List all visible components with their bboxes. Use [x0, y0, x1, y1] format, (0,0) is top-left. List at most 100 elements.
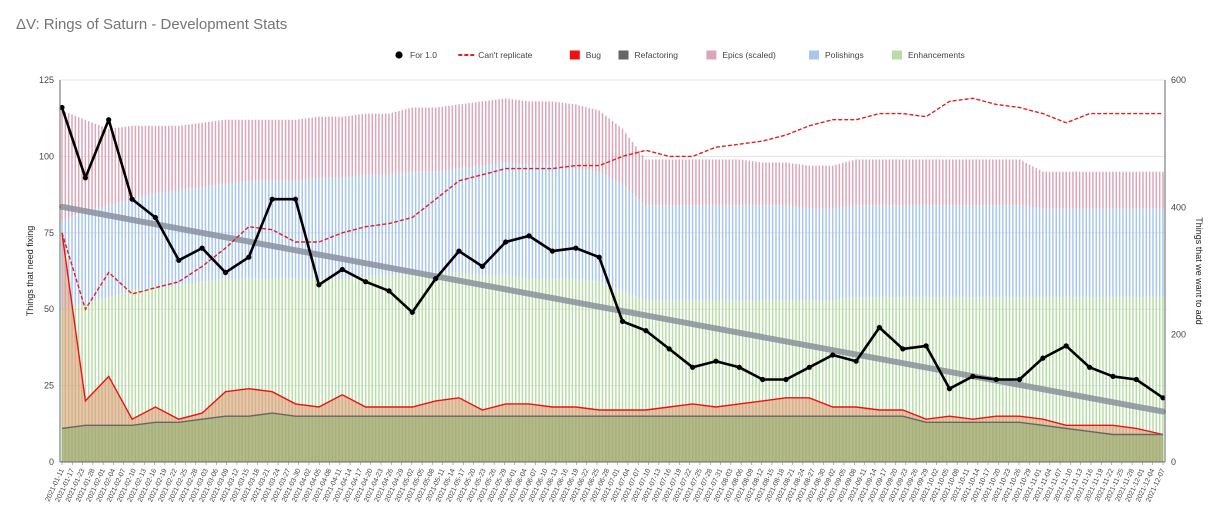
bar-segment-polishings: [768, 205, 771, 301]
bar-segment-enhancements: [611, 286, 614, 462]
bar-segment-enhancements: [134, 290, 137, 462]
bar-segment-epics: [421, 107, 424, 172]
bar-segment-epics: [204, 122, 207, 187]
bar-segment-polishings: [308, 179, 310, 279]
bar-segment-epics: [811, 165, 814, 209]
legend: For 1.0 Can't replicate Bug Refactoring Epic…: [395, 50, 965, 60]
bar-segment-polishings: [855, 205, 857, 297]
bar-segment-enhancements: [945, 296, 947, 462]
bar-segment-epics: [621, 128, 624, 184]
bar-segment-enhancements: [311, 278, 313, 462]
bar-segment-epics: [451, 105, 454, 170]
for-1-0-point: [176, 257, 182, 263]
bar-segment-epics: [831, 165, 834, 209]
bar-segment-enhancements: [511, 276, 514, 462]
bar-segment-enhancements: [401, 273, 404, 462]
bar-segment-epics: [288, 119, 290, 181]
bar-segment-polishings: [558, 166, 560, 279]
bar-segment-polishings: [635, 196, 637, 297]
bar-segment-enhancements: [284, 278, 287, 462]
bar-segment-epics: [384, 113, 387, 175]
bar-segment-polishings: [755, 205, 757, 301]
bar-segment-enhancements: [678, 300, 680, 462]
bar-segment-epics: [248, 119, 250, 181]
bar-segment-polishings: [117, 202, 120, 295]
bar-segment-polishings: [261, 180, 263, 279]
bar-segment-polishings: [508, 162, 510, 277]
bar-segment-epics: [338, 116, 340, 178]
bar-segment-epics: [97, 124, 100, 208]
legend-swatch-polishings: [809, 50, 819, 60]
bar-segment-polishings: [1108, 208, 1111, 297]
bar-segment-polishings: [1015, 205, 1017, 297]
for-1-0-point: [479, 263, 485, 269]
bar-segment-polishings: [908, 205, 911, 297]
bar-segment-enhancements: [661, 300, 664, 462]
bar-segment-epics: [268, 119, 270, 181]
bar-segment-epics: [1065, 171, 1067, 209]
bar-segment-enhancements: [898, 296, 901, 462]
bar-segment-enhancements: [1162, 296, 1164, 462]
bar-segment-epics: [104, 127, 107, 207]
bar-segment-epics: [107, 128, 110, 206]
for-1-0-point: [59, 104, 65, 111]
bar-segment-epics: [728, 159, 731, 206]
bar-segment-polishings: [758, 205, 761, 301]
bar-segment-polishings: [531, 165, 534, 279]
bar-segment-epics: [555, 101, 557, 167]
bar-segment-polishings: [481, 165, 484, 276]
bar-segment-epics: [575, 104, 577, 169]
bar-segment-polishings: [1012, 205, 1014, 297]
bar-segment-polishings: [338, 177, 340, 279]
bar-segment-enhancements: [1155, 296, 1158, 462]
bar-segment-polishings: [284, 180, 287, 279]
bar-segment-enhancements: [84, 303, 87, 462]
bar-segment-epics: [962, 159, 964, 206]
bar-segment-polishings: [301, 179, 303, 279]
bar-segment-enhancements: [928, 296, 931, 462]
bar-segment-enhancements: [304, 278, 307, 462]
bar-segment-epics: [932, 159, 934, 206]
bar-segment-epics: [61, 110, 63, 221]
bar-segment-enhancements: [248, 278, 250, 462]
bar-segment-epics: [651, 159, 654, 206]
bar-segment-enhancements: [952, 296, 954, 462]
bar-segment-epics: [341, 116, 343, 178]
bar-segment-polishings: [982, 205, 984, 297]
bug-line: [61, 232, 1164, 436]
bar-segment-polishings: [938, 205, 941, 297]
bar-segment-enhancements: [595, 281, 597, 462]
bar-segment-polishings: [885, 205, 887, 297]
bar-segment-polishings: [605, 175, 607, 285]
for-1-0-point: [596, 254, 602, 260]
bar-segment-polishings: [671, 205, 674, 301]
bar-segment-polishings: [1125, 208, 1128, 297]
bar-segment-epics: [1078, 171, 1081, 209]
bar-segment-polishings: [731, 205, 734, 301]
bar-segment-polishings: [955, 205, 957, 297]
bar-segment-epics: [848, 161, 851, 207]
bar-segment-epics: [568, 103, 570, 168]
for-1-0-point: [1063, 343, 1069, 349]
bar-segment-epics: [474, 102, 477, 167]
bar-segment-epics: [825, 165, 827, 209]
bar-segment-polishings: [221, 184, 223, 280]
bar-segment-enhancements: [188, 283, 190, 462]
bar-segment-polishings: [665, 205, 667, 301]
bar-segment-polishings: [254, 180, 257, 279]
bar-segment-polishings: [972, 205, 974, 297]
bar-segment-polishings: [595, 171, 597, 282]
bar-segment-epics: [645, 159, 647, 206]
bar-segment-polishings: [868, 205, 871, 297]
bar-segment-polishings: [1048, 208, 1051, 297]
bar-segment-polishings: [641, 202, 644, 299]
bar-segment-epics: [1088, 171, 1091, 209]
bar-segment-polishings: [1082, 208, 1084, 297]
legend-label-enhancements: Enhancements: [908, 50, 965, 60]
bar-segment-epics: [101, 126, 103, 208]
bar-segment-epics: [871, 159, 874, 206]
bar-segment-enhancements: [87, 302, 90, 462]
bar-segment-epics: [855, 159, 857, 206]
y-tick-right-label: 0: [1171, 457, 1176, 467]
bar-segment-epics: [194, 123, 197, 188]
